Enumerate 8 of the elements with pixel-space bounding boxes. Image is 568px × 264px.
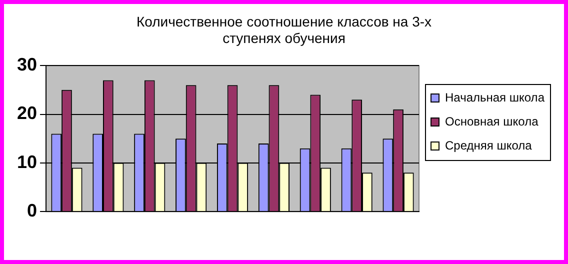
legend-label: Средняя школа bbox=[445, 138, 532, 152]
y-tick-label: 30 bbox=[16, 54, 38, 75]
chart-title: Количественное соотношение классов на 3-х ступенях обучения bbox=[136, 13, 432, 46]
y-tick-label: 0 bbox=[27, 200, 38, 221]
y-tick-label: 20 bbox=[16, 103, 38, 124]
legend-label: Основная школа bbox=[445, 114, 539, 128]
legend-label: Начальная школа bbox=[445, 90, 545, 104]
y-tick-label: 10 bbox=[16, 152, 38, 172]
